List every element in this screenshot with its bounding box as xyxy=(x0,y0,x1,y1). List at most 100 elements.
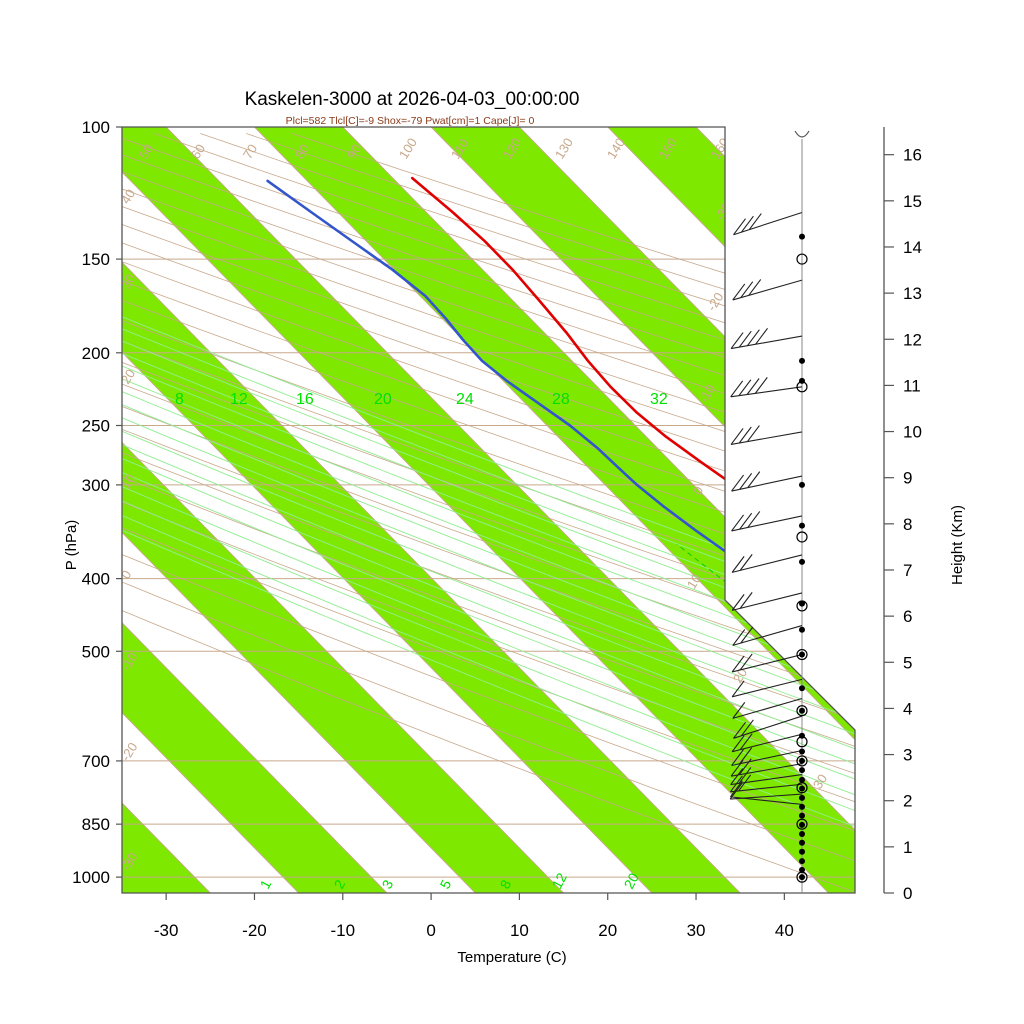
theta-label: 20 xyxy=(374,391,392,408)
wind-barb xyxy=(730,767,803,786)
mixing-ratio-label: 12 xyxy=(549,870,571,891)
height-tick-label: 8 xyxy=(903,515,912,534)
moist-adiabat xyxy=(122,133,855,893)
theta-label: 32 xyxy=(650,391,668,408)
height-tick-label: 7 xyxy=(903,561,912,580)
level-marker-open xyxy=(796,705,808,717)
level-marker-filled xyxy=(799,481,805,488)
pressure-tick-label: 200 xyxy=(82,344,110,363)
dry-adiabat xyxy=(122,133,855,893)
isotherm xyxy=(122,127,829,893)
level-marker-open xyxy=(796,381,808,393)
isotherm xyxy=(122,127,741,893)
dry-adiabat xyxy=(122,133,855,893)
moist-adiabat xyxy=(122,133,855,893)
level-marker-filled xyxy=(799,866,805,873)
moist-adiabat xyxy=(122,133,855,893)
dry-adiabat-lines xyxy=(122,133,855,893)
wind-barb xyxy=(731,511,803,532)
height-tick-label: 6 xyxy=(903,607,912,626)
moist-adiabat xyxy=(122,133,855,893)
temperature-tick-label: -30 xyxy=(154,921,179,940)
temperature-tick-label: 0 xyxy=(426,921,435,940)
pressure-tick-label: 250 xyxy=(82,416,110,435)
dry-adiabat xyxy=(122,133,855,893)
level-marker-filled xyxy=(799,233,805,240)
mixing-ratio-label: 20 xyxy=(621,870,643,891)
isotherm-label-right: 10 xyxy=(684,571,704,591)
height-tick-label: 3 xyxy=(903,746,912,765)
wind-barb xyxy=(732,279,803,301)
page-title: Kaskelen-3000 at 2026-04-03_00:00:00 xyxy=(245,89,580,110)
level-marker-filled xyxy=(799,776,805,783)
level-marker-open xyxy=(796,648,808,661)
moist-adiabat xyxy=(122,133,855,893)
height-tick-label: 10 xyxy=(903,423,922,442)
isotherm xyxy=(122,127,388,893)
page-subtitle: Plcl=582 Tlcl[C]=-9 Shox=-79 Pwat[cm]=1 … xyxy=(286,115,535,127)
level-marker-filled xyxy=(799,748,805,755)
wind-barb xyxy=(731,733,803,753)
wind-barb xyxy=(733,715,803,739)
isotherm xyxy=(519,127,855,893)
y-axis-label: P (hPa) xyxy=(63,520,80,571)
height-tick-label: 16 xyxy=(903,146,922,165)
moist-adiabat-lines xyxy=(122,133,855,893)
level-marker-filled xyxy=(799,651,805,658)
wind-barb xyxy=(732,625,803,646)
height-tick-label: 1 xyxy=(903,838,912,857)
isotherm xyxy=(122,127,299,893)
level-marker-open xyxy=(796,782,808,794)
wind-barb-column xyxy=(729,130,810,893)
wind-barb xyxy=(733,211,803,236)
y2-axis-label: Height (Km) xyxy=(949,505,966,585)
shade-band xyxy=(122,127,855,893)
dry-adiabat xyxy=(122,133,855,893)
theta-label: 24 xyxy=(456,391,474,408)
pressure-axis: 100 150 200 250 300 400 500 700 850 1000 xyxy=(72,118,122,887)
temperature-tick-label: 10 xyxy=(510,921,529,940)
dry-adiabat-label: 90 xyxy=(344,141,364,161)
wind-barb xyxy=(731,592,803,611)
dry-adiabat-label: 60 xyxy=(188,141,208,161)
pressure-tick-label: 300 xyxy=(82,476,110,495)
moist-adiabat xyxy=(122,133,855,893)
level-marker-filled xyxy=(799,794,805,801)
x-axis-label: Temperature (C) xyxy=(457,949,566,966)
dry-adiabat xyxy=(122,133,855,893)
pressure-tick-label: 400 xyxy=(82,570,110,589)
level-marker-filled xyxy=(799,839,805,846)
height-tick-label: 0 xyxy=(903,884,912,903)
level-marker-open xyxy=(796,736,808,748)
dry-adiabat xyxy=(122,133,855,893)
height-tick-label: 4 xyxy=(903,699,912,718)
level-marker-filled xyxy=(799,767,805,774)
moist-adiabat xyxy=(122,133,855,893)
height-tick-label: 5 xyxy=(903,653,912,672)
wind-barb xyxy=(730,327,803,350)
wind-barb xyxy=(732,697,803,719)
wind-barb xyxy=(729,774,803,793)
temperature-tick-label: -20 xyxy=(242,921,267,940)
level-marker-filled xyxy=(799,874,805,881)
moist-adiabat xyxy=(122,133,855,893)
level-marker-filled xyxy=(799,858,805,865)
isotherm xyxy=(254,127,855,893)
level-marker-filled xyxy=(799,600,805,607)
level-marker-open xyxy=(796,755,808,767)
level-marker-filled xyxy=(799,803,805,810)
isotherm-label-right: 30 xyxy=(810,771,830,791)
level-marker-open xyxy=(796,253,808,265)
wind-barb xyxy=(731,678,803,698)
temperature-tick-label: -10 xyxy=(330,921,355,940)
level-marker-filled xyxy=(799,522,805,529)
level-marker-filled xyxy=(799,830,805,837)
moist-adiabat xyxy=(122,133,855,893)
dry-adiabat xyxy=(122,133,855,893)
isotherm xyxy=(122,127,564,893)
isotherm xyxy=(122,127,476,893)
wind-barb xyxy=(730,425,803,445)
dry-adiabat-label: 80 xyxy=(292,141,312,161)
height-tick-label: 14 xyxy=(903,238,922,257)
